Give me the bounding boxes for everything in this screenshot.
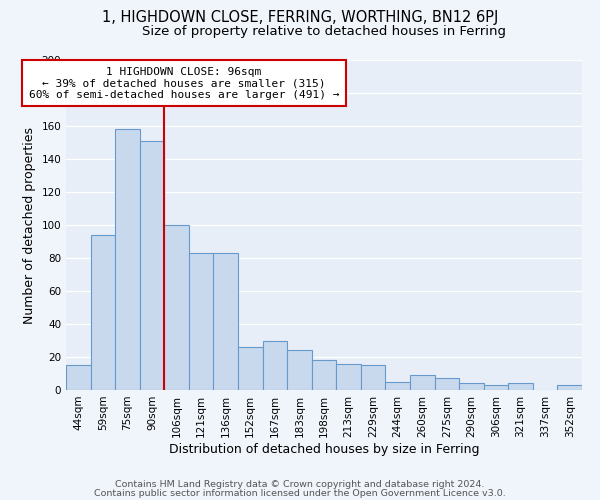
Bar [312,360,336,390]
Bar [410,375,434,390]
Bar [140,141,164,390]
X-axis label: Distribution of detached houses by size in Ferring: Distribution of detached houses by size … [169,442,479,456]
Bar [508,384,533,390]
Bar [434,378,459,390]
Bar [66,365,91,390]
Bar [557,385,582,390]
Bar [287,350,312,390]
Bar [361,365,385,390]
Y-axis label: Number of detached properties: Number of detached properties [23,126,36,324]
Bar [263,340,287,390]
Bar [238,347,263,390]
Bar [459,384,484,390]
Bar [164,225,189,390]
Bar [336,364,361,390]
Bar [484,385,508,390]
Bar [115,130,140,390]
Text: Contains HM Land Registry data © Crown copyright and database right 2024.: Contains HM Land Registry data © Crown c… [115,480,485,489]
Bar [214,253,238,390]
Title: Size of property relative to detached houses in Ferring: Size of property relative to detached ho… [142,25,506,38]
Bar [91,235,115,390]
Bar [189,253,214,390]
Text: 1 HIGHDOWN CLOSE: 96sqm
← 39% of detached houses are smaller (315)
60% of semi-d: 1 HIGHDOWN CLOSE: 96sqm ← 39% of detache… [29,66,339,100]
Bar [385,382,410,390]
Text: 1, HIGHDOWN CLOSE, FERRING, WORTHING, BN12 6PJ: 1, HIGHDOWN CLOSE, FERRING, WORTHING, BN… [102,10,498,25]
Text: Contains public sector information licensed under the Open Government Licence v3: Contains public sector information licen… [94,490,506,498]
